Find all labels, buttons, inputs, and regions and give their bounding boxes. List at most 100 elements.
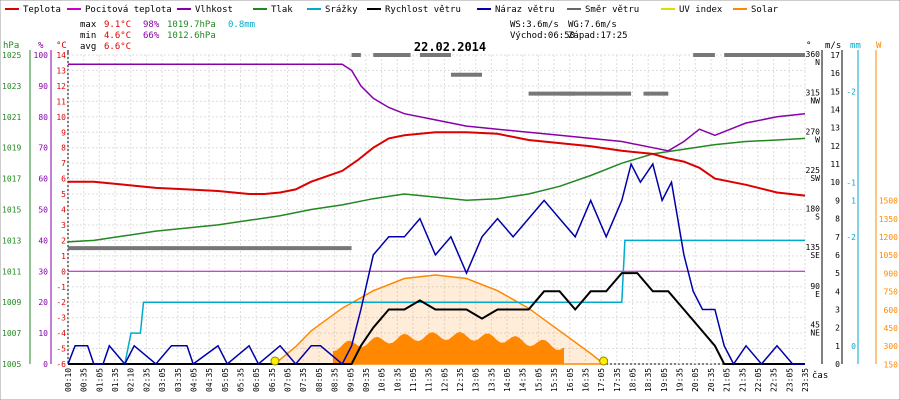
pressure-tick-label: 1009 xyxy=(2,298,21,307)
dir-tick-name: E xyxy=(815,290,820,299)
ms-tick-label: 6 xyxy=(835,251,840,260)
humidity-tick-label: 60 xyxy=(38,175,48,184)
time-tick-label: 20:35 xyxy=(707,368,716,392)
temp-tick-label: 13 xyxy=(56,66,66,75)
temp-tick-label: 6 xyxy=(61,175,66,184)
time-tick-label: 18:05 xyxy=(629,368,638,392)
axes: 00:10 00:35 01:05 01:35 02:10 02:35 03:05 03:35… xyxy=(2,50,898,392)
wind-direction-segment xyxy=(450,72,482,77)
temperature-series xyxy=(68,131,806,197)
pressure-tick-label: 1023 xyxy=(2,82,21,91)
time-tick-label: 22:35 xyxy=(770,368,779,392)
pressure-tick-label: 1025 xyxy=(2,51,21,60)
time-tick-label: 11:35 xyxy=(425,368,434,392)
ms-tick-label: 3 xyxy=(835,305,840,314)
temp-tick-label: -2 xyxy=(56,298,66,307)
ms-tick-label: 0 xyxy=(835,360,840,369)
humidity-tick-label: 80 xyxy=(38,113,48,122)
time-tick-label: 10:35 xyxy=(393,368,402,392)
sunrise-marker xyxy=(270,356,280,366)
stat-max-rain: 0.8mm xyxy=(228,20,255,30)
wind-direction-segment xyxy=(419,53,451,57)
ms-tick-label: 9 xyxy=(835,196,840,205)
temp-tick-label: -1 xyxy=(56,283,66,292)
ms-tick-label: 14 xyxy=(830,106,840,115)
wind-speed-avg: WS:3.6m/s xyxy=(510,20,559,30)
humidity-tick-label: 30 xyxy=(38,267,48,276)
ms-tick-label: 12 xyxy=(830,142,840,151)
wind-direction-segment xyxy=(351,53,361,57)
dir-tick-name: NW xyxy=(810,97,820,106)
dir-tick-name: SE xyxy=(810,251,820,260)
unit-labels: hPa % °C ° m/s mm W čas xyxy=(3,41,882,381)
wind-direction-segment xyxy=(643,91,669,96)
unit-ms: m/s xyxy=(825,41,841,51)
legend-label: Vlhkost xyxy=(195,5,233,15)
mm-tick-label: -1 xyxy=(846,178,856,187)
time-tick-label: 12:05 xyxy=(440,368,449,392)
humidity-tick-label: 10 xyxy=(38,329,48,338)
dir-tick-name: W xyxy=(815,135,820,144)
chart-title: 22.02.2014 xyxy=(414,40,486,54)
time-tick-label: 02:35 xyxy=(142,368,151,392)
time-tick-label: 08:35 xyxy=(331,368,340,392)
dir-tick-name: NE xyxy=(810,328,820,337)
legend-label: Pocitová teplota xyxy=(85,5,172,15)
dir-tick-name: S xyxy=(815,213,820,222)
temp-tick-label: -4 xyxy=(56,329,66,338)
dir-tick-deg: 135 xyxy=(806,243,821,252)
humidity-tick-label: 70 xyxy=(38,144,48,153)
time-tick-label: 00:35 xyxy=(80,368,89,392)
time-tick-label: 09:05 xyxy=(346,368,355,392)
unit-pct: % xyxy=(38,41,44,51)
mm-tick-label: -2 xyxy=(846,233,856,242)
humidity-tick-label: 40 xyxy=(38,236,48,245)
legend-label: Solar xyxy=(751,5,779,15)
stats-header: max 9.1°C 98% 1019.7hPa 0.8mm min 4.6°C … xyxy=(80,20,628,52)
stat-avg-label: avg xyxy=(80,42,96,52)
wind-direction-segment xyxy=(528,91,576,96)
solar-tick-label: 1350 xyxy=(879,215,898,224)
pressure-tick-label: 1013 xyxy=(2,236,21,245)
humidity-tick-label: 50 xyxy=(38,206,48,215)
time-tick-label: 10:05 xyxy=(378,368,387,392)
solar-tick-label: 900 xyxy=(884,269,899,278)
temp-tick-label: 0 xyxy=(61,267,66,276)
ms-tick-label: 13 xyxy=(830,124,840,133)
humidity-tick-label: 0 xyxy=(43,360,48,369)
pressure-tick-label: 1007 xyxy=(2,329,21,338)
solar-tick-label: 750 xyxy=(884,288,899,297)
legend-label: Srážky xyxy=(325,5,358,15)
time-tick-label: 13:05 xyxy=(472,368,481,392)
time-tick-label: 15:35 xyxy=(550,368,559,392)
plot-area xyxy=(67,53,806,366)
ms-tick-label: 17 xyxy=(830,51,840,60)
time-tick-label: 01:35 xyxy=(111,368,120,392)
temp-tick-label: 1 xyxy=(61,252,66,261)
solar-measured-area xyxy=(332,331,564,364)
time-tick-label: 09:35 xyxy=(362,368,371,392)
time-tick-label: 21:05 xyxy=(723,368,732,392)
temp-tick-label: 10 xyxy=(56,113,66,122)
time-tick-label: 17:05 xyxy=(597,368,606,392)
dir-tick-deg: 315 xyxy=(806,89,821,98)
temp-tick-label: 11 xyxy=(56,97,66,106)
stat-min-press: 1012.6hPa xyxy=(167,31,216,41)
stat-min-temp: 4.6°C xyxy=(104,31,131,41)
time-tick-label: 21:35 xyxy=(738,368,747,392)
unit-deg: ° xyxy=(806,41,811,51)
x-axis-label: čas xyxy=(812,370,828,381)
sunset-marker xyxy=(599,356,609,366)
time-tick-label: 23:35 xyxy=(801,368,810,392)
time-tick-label: 14:05 xyxy=(503,368,512,392)
time-tick-label: 19:35 xyxy=(676,368,685,392)
dir-tick-deg: 360 xyxy=(806,50,821,59)
time-tick-label: 03:35 xyxy=(174,368,183,392)
pressure-tick-label: 1017 xyxy=(2,175,21,184)
unit-c: °C xyxy=(56,41,67,51)
ms-tick-label: 8 xyxy=(835,215,840,224)
time-tick-label: 23:05 xyxy=(785,368,794,392)
time-tick-label: 07:05 xyxy=(284,368,293,392)
mm-tick-label: 1 xyxy=(851,197,856,206)
